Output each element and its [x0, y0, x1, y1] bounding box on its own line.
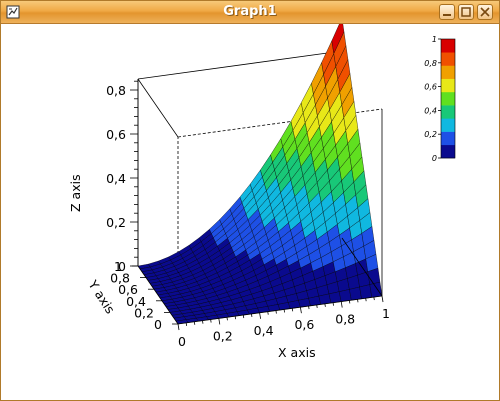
colorbar-swatch [441, 131, 455, 146]
x-tick-label: 0,8 [335, 312, 355, 327]
x-tick [177, 323, 180, 331]
x-minor-tick [267, 311, 269, 315]
x-tick-label: 0 [178, 334, 186, 349]
x-tick-label: 1 [382, 306, 390, 321]
box-edge [341, 237, 383, 297]
z-tick-label: 0 [118, 259, 126, 274]
x-minor-tick [251, 313, 253, 317]
box-edge [137, 50, 343, 80]
y-axis-line [137, 265, 179, 325]
colorbar-swatch [441, 65, 455, 79]
colorbar-swatch [441, 118, 455, 132]
x-minor-tick [226, 317, 228, 321]
x-axis-line [177, 295, 383, 325]
colorbar-tick-label: 0,6 [424, 83, 437, 92]
colorbar: 0 0,2 0,4 0,6 0,8 1 [424, 35, 456, 163]
x-tick [218, 318, 221, 325]
colorbar-tick-label: 0,8 [424, 59, 437, 68]
z-axis-label: Z axis [68, 174, 83, 212]
x-minor-tick [308, 306, 310, 310]
x-tick-label: 0,4 [254, 323, 274, 338]
close-icon [480, 7, 490, 17]
x-minor-tick [348, 300, 351, 304]
x-minor-tick [365, 298, 367, 302]
x-tick [259, 312, 261, 319]
x-minor-tick [275, 310, 277, 314]
z-tick-label: 0,2 [106, 215, 126, 230]
colorbar-tick-label: 0,2 [424, 130, 437, 139]
x-minor-tick [242, 314, 245, 319]
x-minor-tick [234, 316, 237, 320]
axis-ticks: 0 0,2 0,4 0,6 0,8 100,20,40,60,8100,20,40,60,… [106, 80, 390, 349]
x-minor-tick [202, 320, 204, 324]
colorbar-swatch [441, 39, 455, 53]
x-minor-tick [283, 309, 285, 313]
colorbar-swatch [441, 78, 455, 93]
colorbar-swatch [441, 105, 455, 119]
minimize-icon [443, 14, 451, 16]
x-tick [300, 307, 302, 314]
x-tick [381, 295, 384, 303]
x-minor-tick [291, 308, 294, 312]
y-tick-label: 0,2 [134, 305, 154, 320]
colorbar-swatch [441, 144, 455, 159]
x-axis-label: X axis [278, 345, 316, 360]
y-tick-label: 0,6 [118, 282, 138, 297]
colorbar-tick-label: 0,4 [424, 106, 437, 115]
x-minor-tick [357, 299, 359, 303]
colorbar-swatch [441, 52, 455, 66]
x-minor-tick [332, 302, 334, 306]
surface-patch [369, 281, 383, 298]
x-tick-label: 0,2 [213, 328, 233, 343]
x-tick-label: 0,6 [294, 317, 314, 332]
x-minor-tick [193, 321, 196, 325]
plot-canvas[interactable]: 0 0,2 0,4 0,6 0,8 100,20,40,60,8100,20,40,60,… [2, 24, 500, 401]
title-bar[interactable]: Graph1 [1, 1, 499, 24]
x-minor-tick [373, 297, 375, 301]
y-tick-label: 0 [154, 317, 162, 332]
maximize-icon [461, 7, 471, 17]
y-tick-label: 0,8 [110, 271, 130, 286]
close-button[interactable] [477, 4, 493, 20]
x-tick [340, 301, 343, 308]
surface-plot [137, 24, 383, 325]
x-minor-tick [316, 304, 318, 309]
x-minor-tick [185, 322, 188, 326]
x-minor-tick [210, 319, 212, 323]
box-edge [137, 78, 179, 138]
window-title: Graph1 [223, 4, 277, 19]
minimize-button[interactable] [439, 4, 455, 20]
colorbar-tick-label: 0 [432, 154, 437, 163]
z-tick-label: 0,4 [106, 171, 126, 186]
app-icon[interactable] [6, 5, 20, 19]
y-tick-label: 1 [114, 259, 122, 274]
colorbar-tick-label: 1 [432, 35, 437, 44]
maximize-button[interactable] [458, 4, 474, 20]
x-minor-tick [324, 303, 326, 307]
colorbar-border [440, 38, 456, 159]
box-front-frame [137, 79, 383, 325]
z-tick-label: 0,6 [106, 127, 126, 142]
colorbar-swatch [441, 91, 455, 106]
y-tick-label: 0,4 [126, 294, 146, 309]
z-tick-label: 0,8 [106, 83, 126, 98]
